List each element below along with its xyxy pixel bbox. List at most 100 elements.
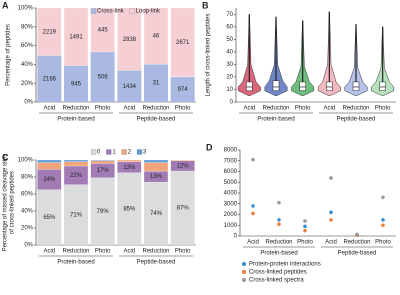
bar-segment xyxy=(117,7,142,71)
value-label: 2219 xyxy=(43,29,57,35)
y-tick-label: 1000 xyxy=(224,223,238,229)
x-tick-label: Acid xyxy=(323,106,335,112)
value-label: 79% xyxy=(97,209,110,215)
value-label: 2671 xyxy=(176,40,190,46)
panel-letter: B xyxy=(202,0,209,10)
legend-dot xyxy=(242,262,246,266)
x-tick-label: Reduction xyxy=(62,249,89,255)
bar-segment xyxy=(117,172,142,245)
group-label: Protein-based xyxy=(257,117,294,123)
dot xyxy=(355,232,359,237)
group-label: Protein-based xyxy=(260,251,297,257)
value-label: 1434 xyxy=(123,84,137,90)
group-label: Peptide-based xyxy=(137,117,176,123)
dot xyxy=(251,157,255,162)
value-label: 71% xyxy=(70,212,83,218)
legend-swatch xyxy=(106,149,112,155)
legend-swatch xyxy=(121,149,127,155)
x-tick-label: Acid xyxy=(123,106,135,112)
dot xyxy=(329,176,333,180)
dot xyxy=(277,218,281,222)
bar-segment xyxy=(117,159,142,162)
bar-segment xyxy=(144,182,168,245)
value-label: 945 xyxy=(71,81,82,87)
x-tick-label: Acid xyxy=(243,106,255,112)
bar-segment xyxy=(37,7,62,56)
bar-segment xyxy=(37,162,62,170)
y-tick-label: 20% xyxy=(21,81,34,87)
legend-label: Cross-linked peptides xyxy=(249,270,307,276)
x-tick-label: Acid xyxy=(123,249,135,255)
bar-segment xyxy=(117,70,142,102)
legend-swatch xyxy=(90,8,97,14)
y-tick-label: 70 xyxy=(226,12,233,18)
box xyxy=(326,81,333,91)
value-label: 46 xyxy=(153,34,160,40)
y-tick-label: 0% xyxy=(24,243,33,249)
dot xyxy=(277,200,281,205)
dot xyxy=(277,222,281,226)
bar-segment xyxy=(170,76,195,102)
dot xyxy=(381,218,385,222)
x-tick-label: Photo xyxy=(175,249,191,255)
y-tick-label: 30 xyxy=(226,62,233,68)
value-label: 445 xyxy=(98,28,109,34)
value-label: 13% xyxy=(150,174,163,180)
dot xyxy=(329,210,333,215)
y-axis-title: of cross-linked peptides xyxy=(10,171,16,234)
y-tick-label: 60% xyxy=(21,43,34,49)
x-tick-label: Acid xyxy=(325,240,337,246)
bar-segment xyxy=(170,7,195,78)
y-tick-label: 50 xyxy=(226,37,233,43)
y-tick-label: 80% xyxy=(21,24,34,30)
y-tick-label: 5000 xyxy=(224,180,238,186)
bar-segment xyxy=(63,161,89,167)
bar-segment xyxy=(64,184,88,245)
value-label: 22% xyxy=(70,173,83,179)
value-label: 85% xyxy=(123,206,136,212)
bar-segment xyxy=(37,159,62,163)
y-tick-label: 40% xyxy=(21,209,34,215)
x-tick-label: Acid xyxy=(247,240,259,246)
value-label: 2838 xyxy=(123,37,137,43)
y-axis-title: Percentage of missed cleavage sites xyxy=(3,154,9,252)
x-tick-label: Acid xyxy=(43,249,55,255)
x-tick-label: Acid xyxy=(43,106,55,112)
bar-segment xyxy=(37,55,62,102)
value-label: 17% xyxy=(97,168,110,174)
y-tick-label: 0% xyxy=(24,100,33,106)
y-axis-title: Percentage of peptides xyxy=(6,24,12,86)
bar-segment xyxy=(90,51,115,102)
bar-segment xyxy=(90,7,115,53)
x-tick-label: Reduction xyxy=(142,106,169,112)
group-label: Peptide-based xyxy=(337,117,376,123)
value-label: 65% xyxy=(43,215,56,221)
group-label: Protein-based xyxy=(57,260,94,266)
box xyxy=(352,81,360,91)
legend-label: 2 xyxy=(128,150,132,156)
legend-label: Loop-link xyxy=(136,9,161,15)
group-label: Peptide-based xyxy=(137,260,176,266)
x-tick-label: Photo xyxy=(297,240,313,246)
y-tick-label: 4000 xyxy=(224,191,238,197)
x-tick-label: Photo xyxy=(375,106,391,112)
y-tick-label: 10 xyxy=(226,87,233,93)
group-label: Protein-based xyxy=(57,117,94,123)
legend-dot xyxy=(242,278,246,282)
bar-segment xyxy=(170,171,195,245)
legend-label: 1 xyxy=(112,150,116,156)
y-tick-label: 6000 xyxy=(224,169,238,175)
bar-segment xyxy=(144,64,168,102)
y-tick-label: 40% xyxy=(21,62,34,68)
y-tick-label: 40 xyxy=(226,49,233,55)
value-label: 2166 xyxy=(43,76,57,82)
y-tick-label: 60% xyxy=(21,192,34,198)
value-label: 74% xyxy=(150,211,163,217)
dot xyxy=(329,218,333,222)
bar-segment xyxy=(143,7,169,65)
value-label: 31 xyxy=(153,81,160,87)
dot xyxy=(381,195,385,200)
bar-segment xyxy=(143,159,169,163)
panel-letter: C xyxy=(2,152,9,162)
